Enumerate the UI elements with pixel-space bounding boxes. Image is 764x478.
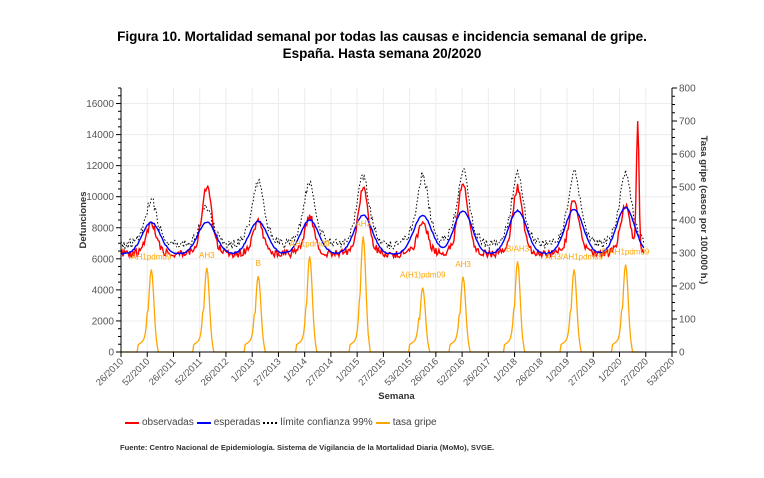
x-tick-label: 52/2016 (435, 356, 467, 388)
virus-label: B/AH1pdm09 (602, 248, 650, 257)
y-tick-label-right: 0 (679, 348, 685, 359)
y-tick-label-right: 700 (679, 117, 696, 128)
legend-label: observadas (142, 417, 194, 428)
y-tick-label-left: 8000 (92, 223, 115, 234)
x-tick-label: 27/2014 (304, 356, 336, 388)
legend-swatch-tasa-gripe (375, 421, 390, 424)
virus-label: AH3 (455, 260, 471, 269)
y-tick-label-right: 800 (679, 84, 696, 95)
y-tick-label-left: 12000 (86, 161, 114, 172)
x-tick-label: 27/2013 (251, 356, 283, 388)
y-tick-label-right: 300 (679, 249, 696, 260)
legend-item-observadas: observadas (125, 417, 194, 428)
x-tick-label: 53/2020 (645, 356, 677, 388)
legend-swatch-limite (263, 421, 278, 424)
x-tick-label: 53/2015 (383, 356, 415, 388)
x-tick-label: 26/2010 (94, 356, 126, 388)
series-esperadas (120, 206, 645, 256)
y-tick-label-left: 0 (108, 348, 114, 359)
x-tick-label: 26/2012 (199, 356, 231, 388)
legend-label: tasa gripe (392, 417, 437, 428)
y-tick-label-right: 600 (679, 150, 696, 161)
y-tick-label-right: 500 (679, 183, 696, 194)
virus-label: AH1pdm09 (290, 239, 331, 248)
x-tick-label: 52/2011 (173, 356, 205, 388)
virus-label: A(H1)pdm09 (400, 271, 446, 280)
virus-labels: AH1pdm09 AH3 B AH1pdm09 AH3 A(H1)pdm09 AH3 B/AH… (131, 220, 650, 280)
virus-label: B (256, 259, 261, 268)
y-tick-label-right: 400 (679, 216, 696, 227)
y-tick-label-left: 4000 (92, 285, 115, 296)
legend-label: límite confianza 99% (280, 417, 373, 428)
y-tick-label-left: 6000 (92, 254, 115, 265)
x-tick-label: 26/2018 (514, 356, 546, 388)
series-observadas (120, 121, 645, 260)
chart-legend: observadas esperadas límite confianza 99… (125, 417, 440, 428)
virus-label: AH1pdm09 (131, 253, 172, 262)
y-tick-label-left: 10000 (86, 192, 114, 203)
x-axis-title: Semana (378, 391, 415, 402)
x-tick-label: 27/2020 (619, 356, 651, 388)
virus-label: AH3 (199, 251, 215, 260)
chart-title-line-2: España. Hasta semana 20/2020 (282, 46, 482, 61)
x-tick-label: 26/2017 (461, 356, 493, 388)
x-tick-label: 26/2016 (409, 356, 441, 388)
y-tick-label-left: 16000 (86, 99, 114, 110)
source-note: Fuente: Centro Nacional de Epidemiología… (120, 443, 495, 452)
legend-swatch-esperadas (196, 421, 211, 424)
legend-item-limite: límite confianza 99% (263, 417, 373, 428)
y-tick-label-right: 200 (679, 282, 696, 293)
x-tick-label: 26/2011 (147, 356, 179, 388)
x-tick-label: 52/2010 (120, 356, 152, 388)
y-tick-label-right: 100 (679, 315, 696, 326)
legend-swatch-observadas (125, 421, 139, 424)
chart-title: Figura 10. Mortalidad semanal por todas … (0, 28, 764, 62)
legend-item-tasa-gripe: tasa gripe (375, 417, 437, 428)
virus-label: AH3 (355, 220, 371, 229)
y-tick-label-left: 14000 (86, 130, 114, 141)
chart-title-line-1: Figura 10. Mortalidad semanal por todas … (117, 29, 647, 44)
y-tick-label-left: 2000 (92, 316, 115, 327)
virus-label: AH3/AH1pdm09 (545, 253, 603, 262)
y-axis-title-left: Defunciones (78, 191, 89, 248)
virus-label: B/AH3 (506, 244, 530, 253)
x-tick-label: 27/2015 (356, 356, 388, 388)
y-axis-title-right: Tasa gripe (casos por 100.000 h.) (698, 136, 709, 285)
gridlines (120, 88, 673, 353)
legend-label: esperadas (213, 417, 261, 428)
x-tick-label: 27/2019 (566, 356, 598, 388)
legend-item-esperadas: esperadas (196, 417, 261, 428)
